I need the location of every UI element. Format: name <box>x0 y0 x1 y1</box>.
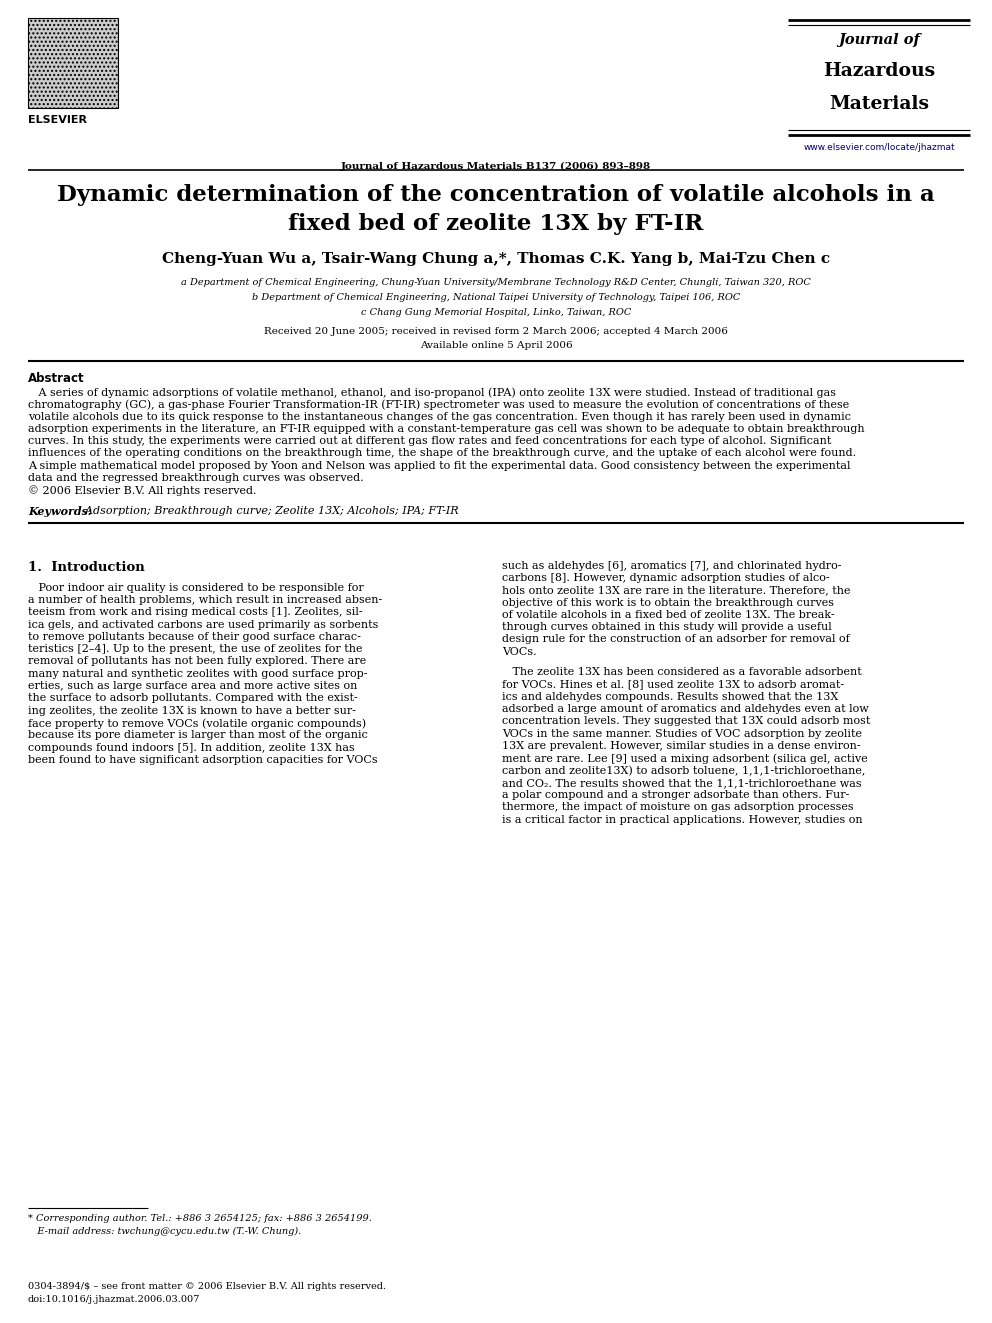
Text: volatile alcohols due to its quick response to the instantaneous changes of the : volatile alcohols due to its quick respo… <box>28 411 851 422</box>
Text: a Department of Chemical Engineering, Chung-Yuan University/Membrane Technology : a Department of Chemical Engineering, Ch… <box>182 278 810 287</box>
Text: Hazardous: Hazardous <box>823 62 935 79</box>
Text: to remove pollutants because of their good surface charac-: to remove pollutants because of their go… <box>28 632 361 642</box>
Text: Abstract: Abstract <box>28 372 84 385</box>
Text: design rule for the construction of an adsorber for removal of: design rule for the construction of an a… <box>502 635 850 644</box>
Bar <box>28 19 118 108</box>
Text: adsorbed a large amount of aromatics and aldehydes even at low: adsorbed a large amount of aromatics and… <box>502 704 869 714</box>
Text: Dynamic determination of the concentration of volatile alcohols in a: Dynamic determination of the concentrati… <box>58 184 934 206</box>
Text: because its pore diameter is larger than most of the organic: because its pore diameter is larger than… <box>28 730 368 741</box>
Text: thermore, the impact of moisture on gas adsorption processes: thermore, the impact of moisture on gas … <box>502 803 854 812</box>
Text: teeism from work and rising medical costs [1]. Zeolites, sil-: teeism from work and rising medical cost… <box>28 607 363 618</box>
Text: ment are rare. Lee [9] used a mixing adsorbent (silica gel, active: ment are rare. Lee [9] used a mixing ads… <box>502 753 868 763</box>
Text: curves. In this study, the experiments were carried out at different gas flow ra: curves. In this study, the experiments w… <box>28 437 831 446</box>
Text: a polar compound and a stronger adsorbate than others. Fur-: a polar compound and a stronger adsorbat… <box>502 790 849 800</box>
Text: of volatile alcohols in a fixed bed of zeolite 13X. The break-: of volatile alcohols in a fixed bed of z… <box>502 610 834 620</box>
Text: ics and aldehydes compounds. Results showed that the 13X: ics and aldehydes compounds. Results sho… <box>502 692 838 701</box>
Text: ELSEVIER: ELSEVIER <box>28 115 87 124</box>
Text: for VOCs. Hines et al. [8] used zeolite 13X to adsorb aromat-: for VOCs. Hines et al. [8] used zeolite … <box>502 680 844 689</box>
Text: and CO₂. The results showed that the 1,1,1-trichloroethane was: and CO₂. The results showed that the 1,1… <box>502 778 862 787</box>
Text: Received 20 June 2005; received in revised form 2 March 2006; accepted 4 March 2: Received 20 June 2005; received in revis… <box>264 327 728 336</box>
Text: a number of health problems, which result in increased absen-: a number of health problems, which resul… <box>28 595 382 605</box>
Text: data and the regressed breakthrough curves was observed.: data and the regressed breakthrough curv… <box>28 474 364 483</box>
Text: A series of dynamic adsorptions of volatile methanol, ethanol, and iso-propanol : A series of dynamic adsorptions of volat… <box>28 388 836 398</box>
Text: ing zeolites, the zeolite 13X is known to have a better sur-: ing zeolites, the zeolite 13X is known t… <box>28 705 356 716</box>
Text: teristics [2–4]. Up to the present, the use of zeolites for the: teristics [2–4]. Up to the present, the … <box>28 644 362 654</box>
Text: ica gels, and activated carbons are used primarily as sorbents: ica gels, and activated carbons are used… <box>28 619 378 630</box>
Text: Adsorption; Breakthrough curve; Zeolite 13X; Alcohols; IPA; FT-IR: Adsorption; Breakthrough curve; Zeolite … <box>78 505 458 516</box>
Text: E-mail address: twchung@cycu.edu.tw (T.-W. Chung).: E-mail address: twchung@cycu.edu.tw (T.-… <box>28 1226 302 1236</box>
Text: is a critical factor in practical applications. However, studies on: is a critical factor in practical applic… <box>502 815 863 824</box>
Text: removal of pollutants has not been fully explored. There are: removal of pollutants has not been fully… <box>28 656 366 667</box>
Text: adsorption experiments in the literature, an FT-IR equipped with a constant-temp: adsorption experiments in the literature… <box>28 423 865 434</box>
Text: VOCs.: VOCs. <box>502 647 537 656</box>
Text: fixed bed of zeolite 13X by FT-IR: fixed bed of zeolite 13X by FT-IR <box>289 213 703 235</box>
Text: A simple mathematical model proposed by Yoon and Nelson was applied to fit the e: A simple mathematical model proposed by … <box>28 460 850 471</box>
Text: Available online 5 April 2006: Available online 5 April 2006 <box>420 341 572 351</box>
Text: Keywords:: Keywords: <box>28 505 92 517</box>
Text: 0304-3894/$ – see front matter © 2006 Elsevier B.V. All rights reserved.: 0304-3894/$ – see front matter © 2006 El… <box>28 1282 386 1291</box>
Text: www.elsevier.com/locate/jhazmat: www.elsevier.com/locate/jhazmat <box>804 143 955 152</box>
Text: concentration levels. They suggested that 13X could adsorb most: concentration levels. They suggested tha… <box>502 716 870 726</box>
Text: c Chang Gung Memorial Hospital, Linko, Taiwan, ROC: c Chang Gung Memorial Hospital, Linko, T… <box>361 308 631 318</box>
Text: influences of the operating conditions on the breakthrough time, the shape of th: influences of the operating conditions o… <box>28 448 856 459</box>
Text: doi:10.1016/j.jhazmat.2006.03.007: doi:10.1016/j.jhazmat.2006.03.007 <box>28 1295 200 1304</box>
Text: VOCs in the same manner. Studies of VOC adsorption by zeolite: VOCs in the same manner. Studies of VOC … <box>502 729 862 738</box>
Text: many natural and synthetic zeolites with good surface prop-: many natural and synthetic zeolites with… <box>28 669 367 679</box>
Text: * Corresponding author. Tel.: +886 3 2654125; fax: +886 3 2654199.: * Corresponding author. Tel.: +886 3 265… <box>28 1215 372 1222</box>
Text: Journal of Hazardous Materials B137 (2006) 893–898: Journal of Hazardous Materials B137 (200… <box>341 161 651 171</box>
Text: Poor indoor air quality is considered to be responsible for: Poor indoor air quality is considered to… <box>28 582 364 593</box>
Text: objective of this work is to obtain the breakthrough curves: objective of this work is to obtain the … <box>502 598 834 607</box>
Text: 13X are prevalent. However, similar studies in a dense environ-: 13X are prevalent. However, similar stud… <box>502 741 861 751</box>
Text: Materials: Materials <box>829 95 929 112</box>
Text: b Department of Chemical Engineering, National Taipei University of Technology, : b Department of Chemical Engineering, Na… <box>252 292 740 302</box>
Text: carbon and zeolite13X) to adsorb toluene, 1,1,1-trichloroethane,: carbon and zeolite13X) to adsorb toluene… <box>502 766 865 775</box>
Text: the surface to adsorb pollutants. Compared with the exist-: the surface to adsorb pollutants. Compar… <box>28 693 358 704</box>
Text: hols onto zeolite 13X are rare in the literature. Therefore, the: hols onto zeolite 13X are rare in the li… <box>502 585 850 595</box>
Text: Journal of: Journal of <box>838 33 920 48</box>
Text: through curves obtained in this study will provide a useful: through curves obtained in this study wi… <box>502 622 831 632</box>
Text: carbons [8]. However, dynamic adsorption studies of alco-: carbons [8]. However, dynamic adsorption… <box>502 573 829 583</box>
Text: chromatography (GC), a gas-phase Fourier Transformation-IR (FT-IR) spectrometer : chromatography (GC), a gas-phase Fourier… <box>28 400 849 410</box>
Text: 1.  Introduction: 1. Introduction <box>28 561 145 574</box>
Text: been found to have significant adsorption capacities for VOCs: been found to have significant adsorptio… <box>28 755 378 765</box>
Text: such as aldehydes [6], aromatics [7], and chlorinated hydro-: such as aldehydes [6], aromatics [7], an… <box>502 561 841 570</box>
Text: face property to remove VOCs (volatile organic compounds): face property to remove VOCs (volatile o… <box>28 718 366 729</box>
Text: The zeolite 13X has been considered as a favorable adsorbent: The zeolite 13X has been considered as a… <box>502 667 862 677</box>
Text: compounds found indoors [5]. In addition, zeolite 13X has: compounds found indoors [5]. In addition… <box>28 742 355 753</box>
Text: © 2006 Elsevier B.V. All rights reserved.: © 2006 Elsevier B.V. All rights reserved… <box>28 486 257 496</box>
Text: Cheng-Yuan Wu a, Tsair-Wang Chung a,*, Thomas C.K. Yang b, Mai-Tzu Chen c: Cheng-Yuan Wu a, Tsair-Wang Chung a,*, T… <box>162 251 830 266</box>
Text: erties, such as large surface area and more active sites on: erties, such as large surface area and m… <box>28 681 357 691</box>
